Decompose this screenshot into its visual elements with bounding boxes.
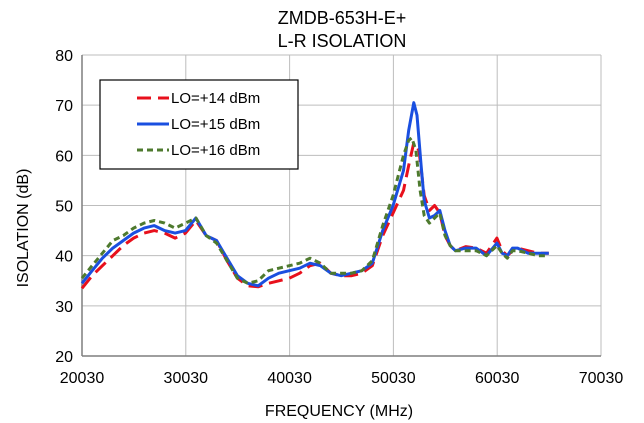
x-axis-label: FREQUENCY (MHz): [265, 403, 413, 420]
legend-label-2: LO=+15 dBm: [171, 116, 260, 133]
series-layer: [80, 101, 549, 290]
y-axis-label: ISOLATION (dB): [15, 169, 32, 288]
x-tick-label: 50030: [371, 370, 416, 387]
series-line-3: [80, 136, 549, 285]
x-tick-label: 20030: [60, 370, 105, 387]
y-tick-label: 30: [55, 299, 73, 316]
y-tick-label: 70: [55, 98, 73, 115]
legend-label-1: LO=+14 dBm: [171, 90, 260, 107]
chart-title: ZMDB-653H-E+: [278, 8, 407, 28]
y-tick-label: 20: [55, 349, 73, 366]
x-tick-label: 60030: [475, 370, 520, 387]
legend: LO=+14 dBm LO=+15 dBm LO=+16 dBm: [99, 79, 299, 170]
chart-subtitle: L-R ISOLATION: [278, 31, 407, 51]
legend-label-3: LO=+16 dBm: [171, 142, 260, 159]
axis-ticks: 20 30 40 50 60 70 80 20030 30030 40030 50030 60030 7…: [55, 48, 623, 387]
y-tick-label: 80: [55, 48, 73, 65]
y-tick-label: 60: [55, 148, 73, 165]
x-tick-label: 40030: [267, 370, 312, 387]
x-tick-label: 70030: [579, 370, 624, 387]
y-tick-label: 40: [55, 249, 73, 266]
x-tick-label: 30030: [164, 370, 209, 387]
series-line-2: [80, 101, 549, 288]
y-tick-label: 50: [55, 199, 73, 216]
legend-box: [99, 79, 299, 170]
